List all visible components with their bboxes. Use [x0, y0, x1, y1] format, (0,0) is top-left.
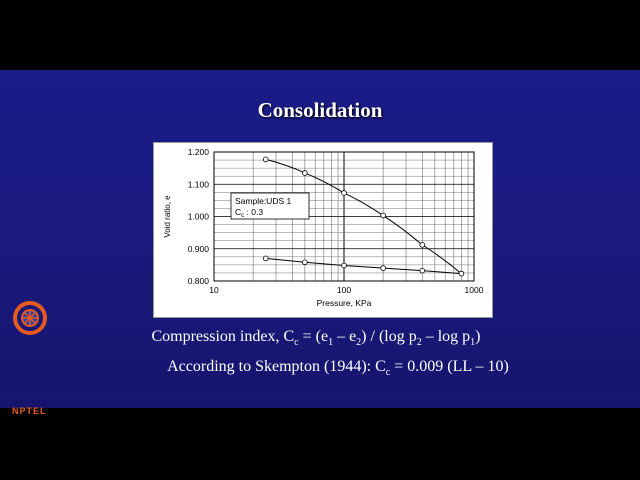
annotation-line2: Cc : 0.3	[235, 207, 263, 219]
data-point	[419, 267, 426, 274]
data-point	[302, 259, 308, 266]
chart-panel: 0.800 0.900 1.000 1.100 1.200 10 100 1000 Pressu…	[153, 142, 493, 318]
series-line-1	[265, 158, 462, 274]
grid-layer	[213, 151, 475, 282]
label-layer: 0.800 0.900 1.000 1.100 1.200 10 100 1000 Pressu…	[163, 147, 484, 308]
slide: Consolidation 0.800 0.900 1.000 1.100 1.200 1…	[0, 70, 640, 408]
plot-frame	[213, 151, 475, 282]
x-tick-label: 1000	[465, 285, 484, 295]
series-line-2	[265, 257, 462, 275]
slide-title: Consolidation	[257, 98, 383, 122]
data-point	[341, 262, 347, 269]
data-point	[458, 270, 465, 277]
annotation-line1: Sample:UDS 1	[235, 196, 291, 206]
y-axis-label: Void ratio, e	[163, 195, 172, 238]
x-tick-label: 10	[209, 285, 219, 295]
x-tick-label: 100	[337, 285, 351, 295]
data-point	[380, 212, 386, 219]
y-tick-label: 1.200	[188, 147, 210, 157]
data-point	[262, 156, 269, 163]
formula-skempton: According to Skempton (1944): Cc = 0.009…	[167, 358, 509, 379]
series-layer	[262, 156, 465, 277]
nptel-logo-icon	[13, 301, 47, 335]
nptel-logo-text: NPTEL	[12, 406, 47, 416]
consolidation-chart: 0.800 0.900 1.000 1.100 1.200 10 100 1000 Pressu…	[163, 147, 484, 308]
data-point	[419, 242, 426, 248]
y-tick-label: 1.100	[188, 179, 210, 189]
annotation-box: Sample:UDS 1 Cc : 0.3	[230, 192, 310, 220]
y-tick-label: 0.900	[188, 244, 210, 254]
axis-layer	[213, 151, 475, 282]
data-point	[380, 265, 386, 271]
formula-compression-index: Compression index, Cc = (e1 – e2) / (log…	[151, 328, 481, 349]
data-point	[341, 190, 347, 196]
data-point	[262, 255, 269, 262]
y-tick-label: 0.800	[188, 276, 210, 286]
y-tick-label: 1.000	[188, 212, 210, 222]
data-point	[302, 170, 308, 176]
x-axis-label: Pressure, KPa	[317, 298, 372, 308]
